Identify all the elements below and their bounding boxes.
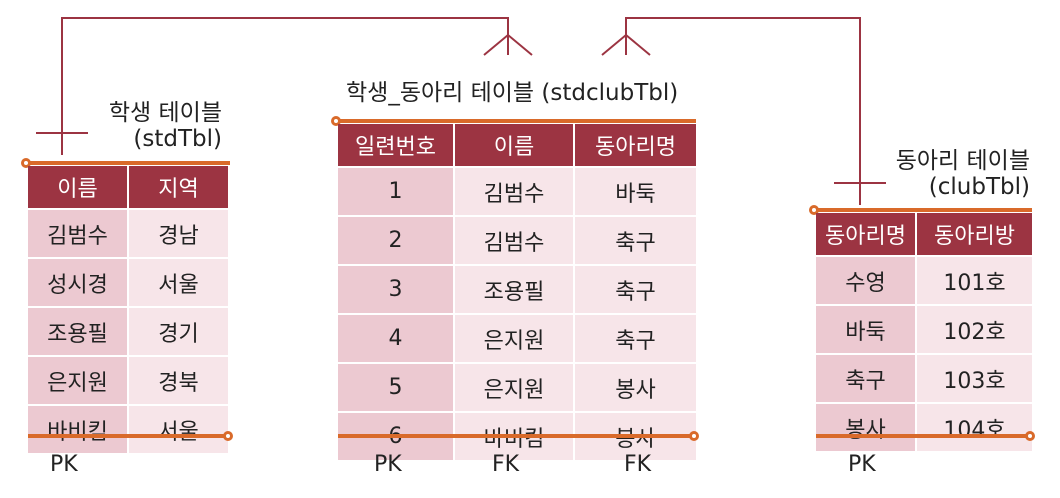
student-table-top-rule <box>28 161 230 165</box>
stdclub-name-cell: 은지원 <box>454 313 575 363</box>
student-key-label: PK <box>50 452 78 477</box>
stdclub-key-label-serial: PK <box>374 452 402 477</box>
student-col-region: 지역 <box>128 166 228 209</box>
stdclub-club-cell: 축구 <box>574 264 696 314</box>
table-row: 은지원 경북 <box>28 355 228 405</box>
student-table-title-code: (stdTbl) <box>133 126 222 152</box>
student-table-title-name: 학생 테이블 <box>108 100 222 126</box>
crowfoot-marker-stdclub-left <box>483 33 533 56</box>
stdclub-table-bottom-handle <box>689 431 699 441</box>
club-table-top-handle <box>809 205 819 215</box>
club-room-cell: 101호 <box>916 255 1032 305</box>
club-col-room: 동아리방 <box>916 213 1032 256</box>
stdclub-serial-cell: 3 <box>338 264 455 314</box>
table-row: 5 은지원 봉사 <box>338 362 696 412</box>
crowfoot-marker-stdclub-right <box>601 33 651 56</box>
club-table-top-rule <box>816 208 1032 212</box>
table-row: 조용필 경기 <box>28 306 228 356</box>
table-row: 성시경 서울 <box>28 257 228 307</box>
student-name-cell: 김범수 <box>28 208 129 258</box>
student-region-cell: 경기 <box>128 306 228 356</box>
student-name-cell: 은지원 <box>28 355 129 405</box>
stdclub-table-header-row: 일련번호 이름 동아리명 <box>338 124 696 167</box>
club-table-title: 동아리 테이블 (clubTbl) <box>896 148 1030 200</box>
stdclub-col-club: 동아리명 <box>574 124 696 167</box>
stdclub-table-bottom-rule <box>338 434 694 438</box>
table-row: 1 김범수 바둑 <box>338 166 696 216</box>
stdclub-serial-cell: 4 <box>338 313 455 363</box>
table-row: 바둑 102호 <box>816 304 1032 354</box>
club-name-cell: 축구 <box>816 353 917 403</box>
club-room-cell: 102호 <box>916 304 1032 354</box>
club-name-cell: 바둑 <box>816 304 917 354</box>
stdclub-table-top-rule <box>338 119 696 123</box>
student-table-header-row: 이름 지역 <box>28 166 228 209</box>
stdclub-table: 일련번호 이름 동아리명 1 김범수 바둑 2 김범수 축구 3 조용필 축구 … <box>338 124 696 460</box>
club-table-bottom-rule <box>816 434 1030 438</box>
club-room-cell: 104호 <box>916 402 1032 451</box>
stdclub-key-label-name: FK <box>492 452 520 477</box>
table-row: 수영 101호 <box>816 255 1032 305</box>
club-col-name: 동아리명 <box>816 213 917 256</box>
stdclub-serial-cell: 1 <box>338 166 455 216</box>
stdclub-table-top-handle <box>331 116 341 126</box>
connector-student-to-stdclub <box>61 17 509 155</box>
stdclub-club-cell: 축구 <box>574 215 696 265</box>
stdclub-name-cell: 은지원 <box>454 362 575 412</box>
student-region-cell: 경북 <box>128 355 228 405</box>
student-table-top-handle <box>21 158 31 168</box>
club-name-cell: 수영 <box>816 255 917 305</box>
stdclub-serial-cell: 5 <box>338 362 455 412</box>
club-table-header-row: 동아리명 동아리방 <box>816 213 1032 256</box>
stdclub-col-name: 이름 <box>454 124 575 167</box>
stdclub-name-cell: 김범수 <box>454 166 575 216</box>
stdclub-club-cell: 봉사 <box>574 362 696 412</box>
club-table-title-code: (clubTbl) <box>928 174 1030 200</box>
stdclub-club-cell: 축구 <box>574 313 696 363</box>
student-table-bottom-rule <box>28 434 228 438</box>
table-row: 4 은지원 축구 <box>338 313 696 363</box>
table-row: 3 조용필 축구 <box>338 264 696 314</box>
stdclub-serial-cell: 2 <box>338 215 455 265</box>
stdclub-club-cell: 바둑 <box>574 166 696 216</box>
student-name-cell: 성시경 <box>28 257 129 307</box>
club-key-label: PK <box>848 452 876 477</box>
student-table-bottom-handle <box>223 431 233 441</box>
club-name-cell: 봉사 <box>816 402 917 451</box>
club-table-bottom-handle <box>1025 431 1035 441</box>
student-name-cell: 바비킴 <box>28 404 129 453</box>
connector-club-to-stdclub <box>625 17 861 205</box>
student-table: 이름 지역 김범수 경남 성시경 서울 조용필 경기 은지원 경북 바비킴 서울 <box>28 166 228 453</box>
student-region-cell: 서울 <box>128 257 228 307</box>
student-region-cell: 경남 <box>128 208 228 258</box>
stdclub-name-cell: 조용필 <box>454 264 575 314</box>
table-row: 바비킴 서울 <box>28 404 228 453</box>
stdclub-table-title: 학생_동아리 테이블 (stdclubTbl) <box>346 80 679 106</box>
student-col-name: 이름 <box>28 166 129 209</box>
club-table-title-name: 동아리 테이블 <box>895 148 1030 174</box>
stdclub-name-cell: 김범수 <box>454 215 575 265</box>
student-table-title: 학생 테이블 (stdTbl) <box>109 100 222 152</box>
student-name-cell: 조용필 <box>28 306 129 356</box>
table-row: 김범수 경남 <box>28 208 228 258</box>
table-row: 2 김범수 축구 <box>338 215 696 265</box>
student-region-cell: 서울 <box>128 404 228 453</box>
table-row: 봉사 104호 <box>816 402 1032 451</box>
stdclub-col-serial: 일련번호 <box>338 124 455 167</box>
club-table: 동아리명 동아리방 수영 101호 바둑 102호 축구 103호 봉사 104… <box>816 213 1032 451</box>
stdclub-key-label-club: FK <box>624 452 652 477</box>
table-row: 축구 103호 <box>816 353 1032 403</box>
club-room-cell: 103호 <box>916 353 1032 403</box>
